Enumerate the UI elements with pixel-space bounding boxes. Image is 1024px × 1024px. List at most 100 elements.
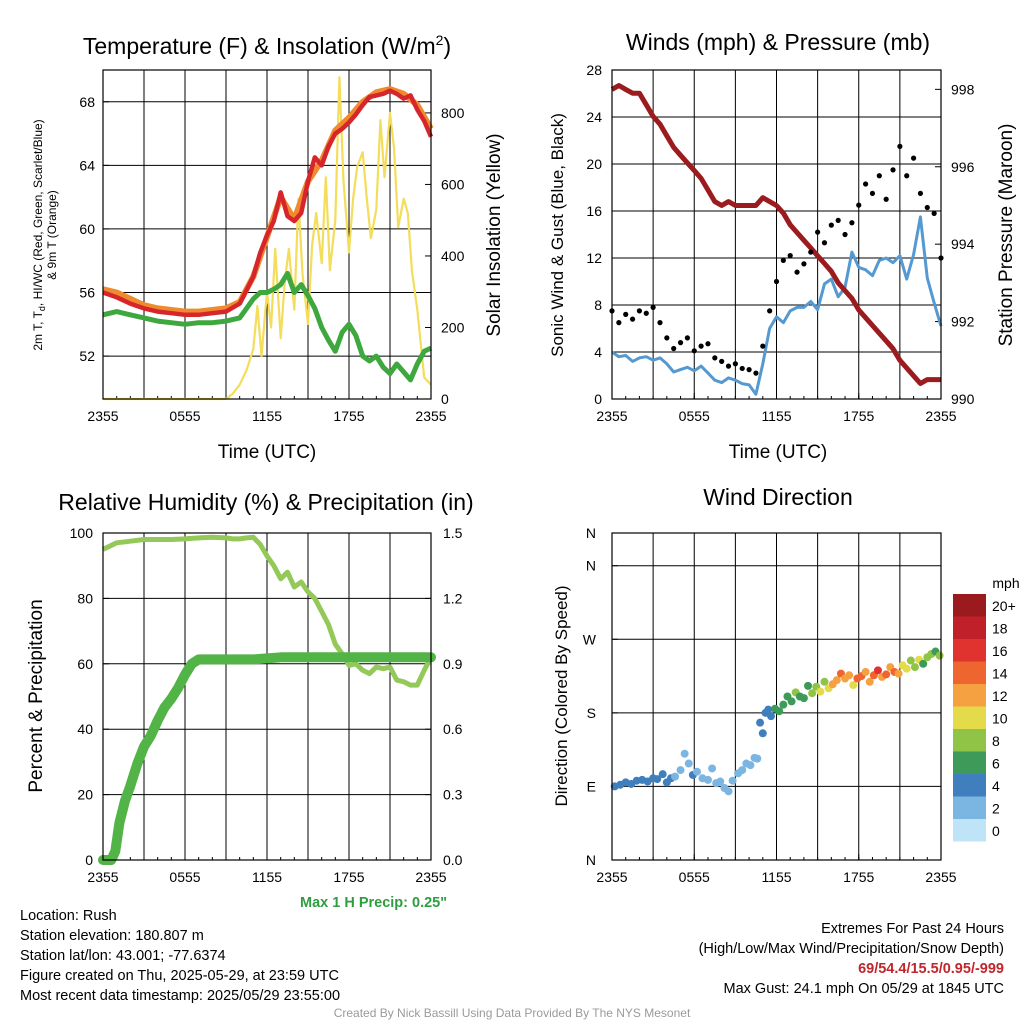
dewpoint-line bbox=[102, 270, 433, 383]
colorbar-label: 8 bbox=[992, 733, 1000, 749]
direction-point bbox=[703, 775, 712, 784]
gust-dot bbox=[931, 210, 937, 216]
direction-point bbox=[684, 759, 693, 768]
gust-dot bbox=[890, 167, 896, 173]
dir-xtick-label: 2355 bbox=[925, 869, 956, 885]
wind-y2tick-label: 990 bbox=[951, 391, 975, 407]
gust-dot bbox=[657, 320, 663, 326]
gust-dot bbox=[616, 320, 622, 326]
direction-point bbox=[724, 787, 733, 796]
gust-dot bbox=[780, 257, 786, 263]
dir-ytick-label: W bbox=[583, 631, 597, 647]
colorbar-swatch bbox=[953, 706, 986, 729]
rh-xtick-label: 1155 bbox=[252, 869, 282, 885]
colorbar-label: 2 bbox=[992, 801, 1000, 817]
wind-ytick-label: 8 bbox=[594, 297, 602, 313]
wind-ytick-label: 24 bbox=[586, 109, 602, 125]
direction-point bbox=[816, 687, 825, 696]
elevation-text: Station elevation: 180.807 m bbox=[20, 928, 204, 944]
rh-ytick-label: 0 bbox=[85, 852, 93, 868]
humidity-panel: Relative Humidity (%) & Precipitation (i… bbox=[26, 489, 474, 885]
dir-left-axis-label: Direction (Colored By Speed) bbox=[552, 585, 571, 806]
gust-dot bbox=[664, 335, 670, 341]
dir-frame bbox=[611, 532, 942, 861]
temp-ytick-label: 68 bbox=[79, 94, 95, 110]
colorbar-label: 16 bbox=[992, 643, 1008, 659]
rh-ytick-label: 40 bbox=[77, 721, 93, 737]
direction-point bbox=[832, 676, 841, 685]
temp-left-axis-label-line2: & 9m T (Orange) bbox=[45, 190, 59, 280]
rh-xtick-label: 1755 bbox=[333, 869, 364, 885]
created-text: Figure created on Thu, 2025-05-29, at 23… bbox=[20, 968, 339, 984]
direction-point bbox=[787, 697, 796, 706]
direction-point bbox=[804, 681, 813, 690]
direction-point bbox=[894, 669, 903, 678]
rh-panel-title: Relative Humidity (%) & Precipitation (i… bbox=[58, 489, 473, 515]
wind-frame bbox=[611, 69, 942, 400]
dir-ytick-label-top: N bbox=[586, 525, 596, 541]
latlon-text: Station lat/lon: 43.001; -77.6374 bbox=[20, 948, 226, 964]
temp-ytick-label: 52 bbox=[79, 348, 95, 364]
colorbar-swatch bbox=[953, 751, 986, 774]
recent-data-text: Most recent data timestamp: 2025/05/29 2… bbox=[20, 988, 341, 1004]
direction-point bbox=[873, 666, 882, 675]
direction-point bbox=[882, 670, 891, 679]
direction-point bbox=[692, 767, 701, 776]
direction-point bbox=[919, 659, 928, 668]
wind-y2tick-label: 992 bbox=[951, 314, 975, 330]
colorbar-label: 10 bbox=[992, 711, 1008, 727]
gust-dot bbox=[705, 341, 711, 347]
gust-dot bbox=[671, 345, 677, 352]
dir-ytick-label: S bbox=[587, 705, 596, 721]
wind-xtick-label: 2355 bbox=[925, 408, 956, 424]
gust-dot bbox=[876, 173, 882, 179]
rh-xtick-label: 2355 bbox=[415, 869, 446, 885]
gust-dot bbox=[849, 220, 855, 226]
direction-point bbox=[753, 754, 762, 763]
gust-dot bbox=[787, 253, 793, 259]
credit-line: Created By Nick Bassill Using Data Provi… bbox=[333, 1006, 691, 1020]
wind-ytick-label: 0 bbox=[594, 391, 602, 407]
colorbar-swatch bbox=[953, 796, 986, 819]
colorbar-swatch bbox=[953, 661, 986, 684]
rh-y2tick-label: 1.5 bbox=[443, 525, 463, 541]
rh-y2tick-label: 1.2 bbox=[443, 590, 463, 606]
direction-point bbox=[738, 766, 747, 775]
direction-point bbox=[653, 775, 662, 784]
pressure-line bbox=[610, 83, 941, 386]
colorbar-swatch bbox=[953, 684, 986, 707]
gust-dot bbox=[739, 365, 745, 372]
temp-ytick-label: 64 bbox=[79, 157, 95, 173]
gust-dot bbox=[869, 190, 876, 196]
extremes-info: Extremes For Past 24 Hours (High/Low/Max… bbox=[699, 919, 1004, 999]
extremes-title: Extremes For Past 24 Hours bbox=[821, 921, 1004, 937]
dir-ytick-label: N bbox=[586, 852, 596, 868]
wind-xtick-label: 0555 bbox=[679, 408, 710, 424]
dir-xtick-label: 2355 bbox=[596, 869, 627, 885]
colorbar-label: 14 bbox=[992, 666, 1008, 682]
direction-point bbox=[902, 664, 911, 673]
gust-dot bbox=[677, 340, 684, 346]
gust-dot bbox=[719, 358, 725, 364]
wind-xtick-label: 1155 bbox=[761, 408, 791, 424]
wind-ytick-label: 4 bbox=[594, 344, 602, 360]
colorbar-label: 0 bbox=[992, 823, 1000, 839]
colorbar-label: 20+ bbox=[992, 598, 1016, 614]
gust-dot bbox=[821, 240, 828, 246]
gust-dot bbox=[623, 311, 629, 317]
temp-xtick-label: 1155 bbox=[252, 408, 282, 424]
temp-frame bbox=[102, 69, 432, 400]
temperature-panel: Temperature (F) & Insolation (W/m2) 2m T… bbox=[31, 32, 505, 463]
temp-y2tick-label: 0 bbox=[441, 391, 449, 407]
direction-point bbox=[935, 651, 944, 660]
gust-dot bbox=[684, 335, 690, 341]
colorbar-swatch bbox=[953, 616, 986, 639]
temp-2m-line bbox=[102, 88, 434, 318]
direction-point bbox=[680, 749, 689, 758]
gust-dot bbox=[698, 343, 704, 349]
dir-xtick-label: 0555 bbox=[679, 869, 710, 885]
rh-y2tick-label: 0.0 bbox=[443, 852, 463, 868]
precipitation-line bbox=[98, 652, 436, 865]
max-gust-text: Max Gust: 24.1 mph On 05/29 at 1845 UTC bbox=[723, 981, 1004, 997]
gust-dot bbox=[883, 196, 889, 202]
